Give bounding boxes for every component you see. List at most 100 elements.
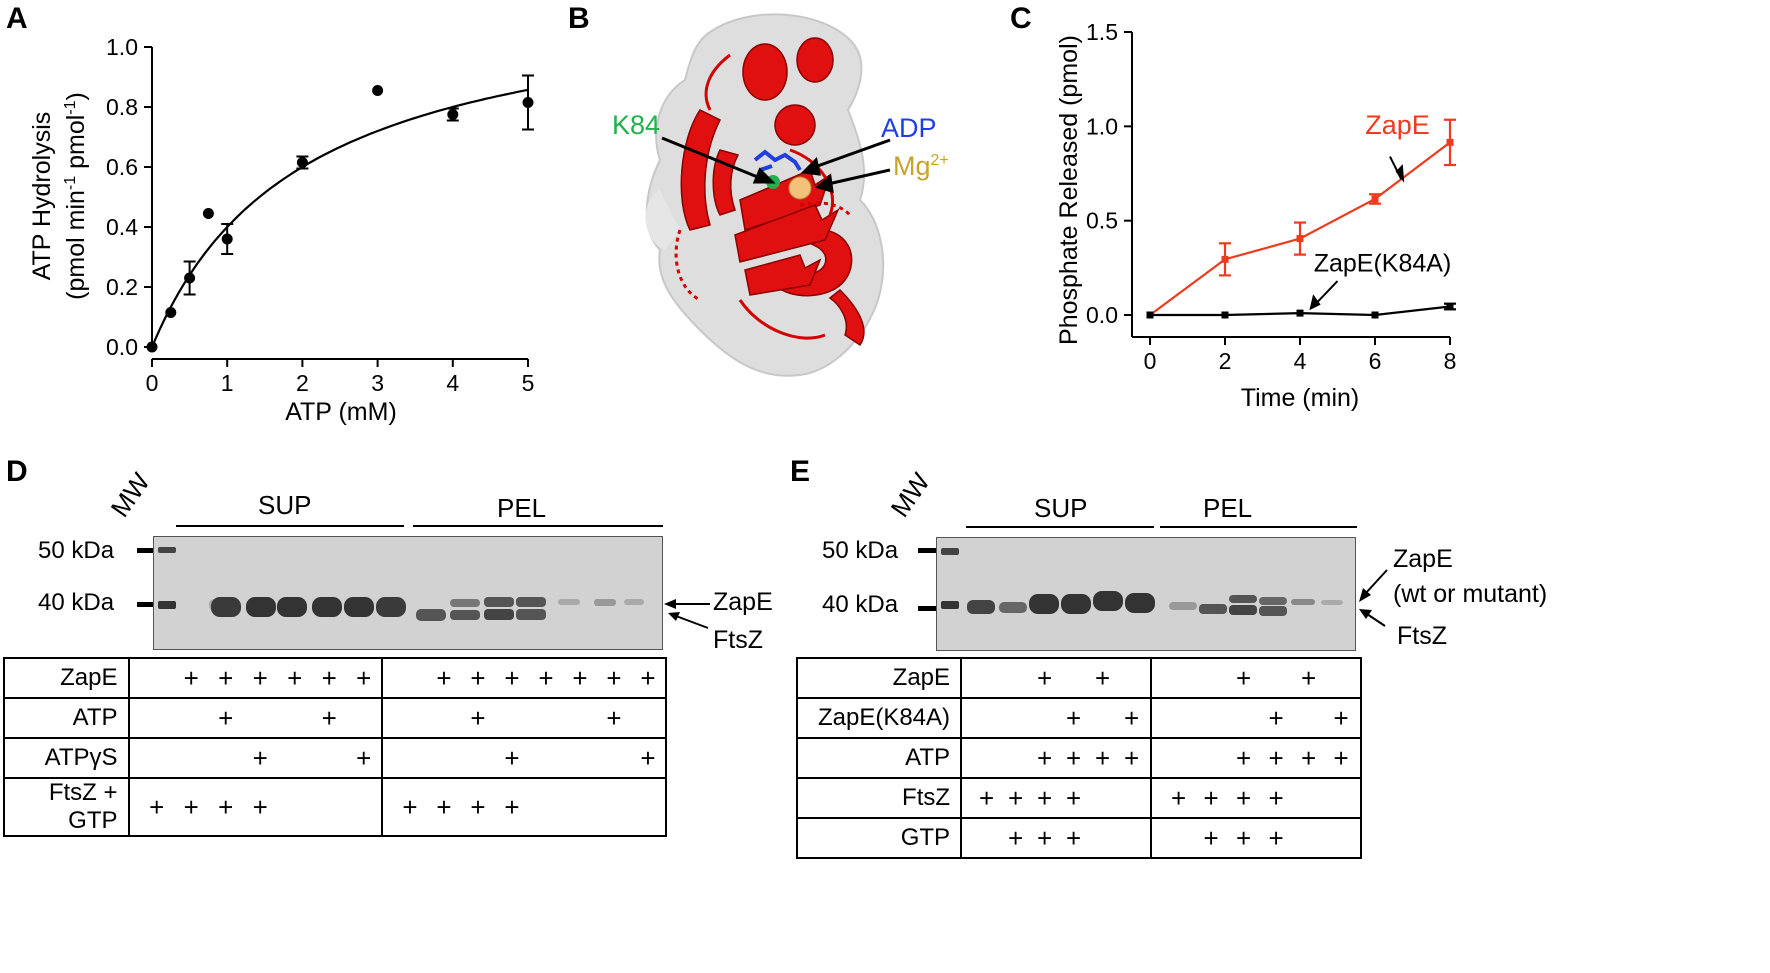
row-label: ZapE (797, 657, 963, 699)
ylabel-line1: ATP Hydrolysis (28, 112, 56, 281)
series-label-k84a: ZapE(K84A) (1314, 250, 1452, 278)
data-point (1221, 311, 1229, 319)
table-row: FtsZ + GTP + + + + + + + + (4, 777, 666, 837)
gel-e-pel-bracket (1160, 526, 1357, 528)
condition-mark: + (470, 791, 486, 822)
gel-e-image (936, 537, 1356, 651)
pel-cells: + + (1151, 657, 1361, 699)
sup-cells: + + (961, 657, 1153, 699)
condition-mark: + (606, 702, 622, 733)
gel-e-zape-label: ZapE (1393, 545, 1453, 573)
gel-e-marker-50: 50 kDa (822, 537, 899, 564)
condition-mark: + (1236, 782, 1252, 813)
condition-mark: + (1007, 822, 1024, 853)
data-point (296, 157, 308, 168)
gel-d-tick-40 (137, 602, 155, 607)
condition-mark: + (572, 662, 588, 693)
condition-mark: + (1007, 782, 1024, 813)
data-point (1296, 235, 1304, 243)
gel-d-tick-50 (137, 548, 155, 553)
ylabel-sup2: -1 (62, 100, 79, 114)
gel-d-arrows (664, 599, 710, 629)
y-tick-label: 1.0 (1086, 113, 1118, 139)
condition-mark: + (1036, 782, 1053, 813)
condition-mark: + (1065, 742, 1082, 773)
condition-mark: + (640, 662, 656, 693)
data-point (1221, 255, 1229, 263)
condition-mark: + (321, 662, 337, 693)
data-point (1446, 303, 1454, 311)
condition-mark: + (218, 791, 234, 822)
condition-mark: + (1268, 702, 1284, 733)
condition-mark: + (1236, 742, 1252, 773)
ribbon-sheets (734, 168, 840, 296)
data-point (146, 341, 158, 353)
sup-cells: + + + + (961, 737, 1153, 779)
condition-mark: + (1333, 742, 1349, 773)
ylabel-part3: ) (62, 92, 90, 100)
ylabel-sup1: -1 (62, 176, 79, 190)
chart-c: Phosphate Released (pmol) Time (min) 0.0… (1055, 19, 1456, 412)
y-tick-label: 0.6 (106, 154, 138, 180)
gel-d-mw-label: MW (104, 467, 156, 523)
condition-mark: + (1036, 742, 1053, 773)
condition-mark: + (1065, 782, 1082, 813)
condition-mark: + (504, 662, 520, 693)
condition-mark: + (436, 662, 452, 693)
data-point (522, 97, 534, 108)
mg-ion (788, 176, 812, 200)
fit-curve (150, 88, 529, 348)
y-tick-label: 1.0 (106, 34, 138, 60)
condition-mark: + (252, 742, 268, 773)
gel-d-pel-label: PEL (497, 493, 547, 523)
structure-arrows (661, 136, 891, 194)
x-tick-label: 6 (1369, 348, 1382, 374)
data-point (447, 109, 459, 120)
x-tick-label: 0 (146, 370, 159, 396)
condition-mark: + (1094, 742, 1111, 773)
x-tick-label: 2 (296, 370, 309, 396)
pel-cells: + + + + + + + (382, 657, 666, 699)
row-label: FtsZ (797, 777, 963, 819)
protein-structure-illustration (645, 13, 891, 377)
data-point (1146, 311, 1154, 319)
condition-mark: + (252, 791, 268, 822)
pel-cells: + + + + (1151, 777, 1361, 819)
condition-mark: + (1203, 782, 1219, 813)
condition-mark: + (1094, 662, 1111, 693)
condition-table-d: ZapE + + + + + + + + + + + + + ATP + + + + ATPγS + + + + FtsZ + … (3, 657, 667, 837)
pel-cells: + + (382, 737, 666, 779)
data-point (372, 85, 384, 96)
table-row: ATPγS + + + + (4, 737, 666, 779)
gel-e-arrows (1359, 569, 1388, 627)
chart-c-ylabel: Phosphate Released (pmol) (1055, 35, 1083, 345)
y-tick-label: 0.0 (106, 334, 138, 360)
chart-a-xlabel: ATP (mM) (285, 398, 397, 426)
condition-mark: + (218, 662, 234, 693)
data-point (184, 272, 196, 284)
chart-a-ylabel: ATP Hydrolysis (pmol min-1 pmol-1) (28, 92, 90, 300)
condition-mark: + (1301, 662, 1317, 693)
condition-table-e: ZapE + + + + ZapE(K84A) + + + + ATP + + + + + + + + FtsZ + + +… (796, 657, 1362, 859)
table-row: GTP + + + + + + (797, 817, 1361, 859)
table-row: ZapE + + + + + + + + + + + + + (4, 657, 666, 699)
gel-d-image (153, 536, 663, 650)
condition-mark: + (1333, 702, 1349, 733)
condition-mark: + (504, 791, 520, 822)
gel-e-tick-40 (918, 606, 936, 611)
sup-cells: + + + + (128, 777, 383, 837)
condition-mark: + (1236, 822, 1252, 853)
condition-mark: + (356, 742, 372, 773)
x-tick-label: 5 (522, 370, 535, 396)
pel-cells: + + + + (382, 777, 666, 837)
y-tick-label: 1.5 (1086, 19, 1118, 45)
pel-cells: + + (1151, 697, 1361, 739)
data-point (1296, 309, 1304, 317)
y-tick-label: 0.5 (1086, 208, 1118, 234)
panel-label-e: E (790, 455, 811, 488)
panel-label-d: D (6, 455, 28, 488)
ylabel-line2: (pmol min-1 pmol-1) (62, 92, 90, 300)
row-label: ZapE (4, 657, 130, 699)
panel-label-a: A (6, 2, 28, 35)
condition-mark: + (978, 782, 995, 813)
